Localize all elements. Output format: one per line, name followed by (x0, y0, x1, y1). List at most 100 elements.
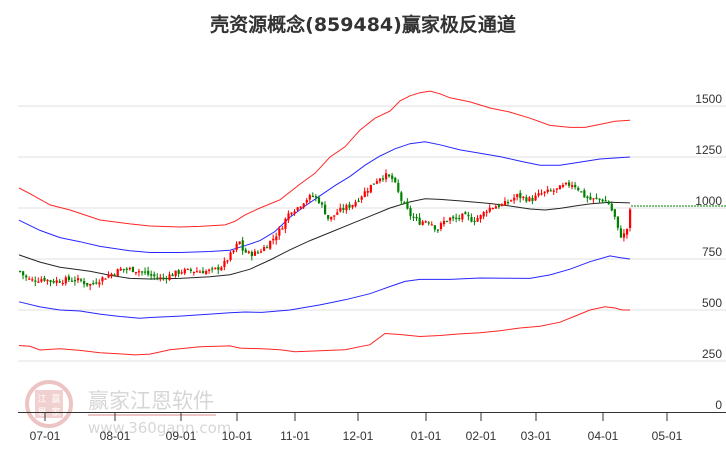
band-mid (18, 198, 631, 280)
band-outer_lower (18, 306, 630, 356)
candle-body (564, 182, 568, 185)
candle-body (629, 209, 632, 228)
candle-body (519, 192, 522, 199)
candle-body (52, 280, 55, 283)
y-tick-label: 1500 (695, 92, 722, 106)
candle-body (278, 228, 281, 236)
candle-body (317, 197, 321, 204)
candle-body (73, 280, 77, 282)
candle-body (625, 228, 629, 235)
seal-char: 江 (37, 394, 46, 405)
candle-body (409, 208, 412, 217)
watermark-brand: 赢家江恩软件 (88, 389, 214, 413)
candle-body (616, 216, 619, 228)
seal-char: 赢 (51, 393, 60, 405)
candle-body (400, 192, 403, 201)
candle-body (116, 269, 119, 277)
candle-body (250, 251, 253, 257)
candle-body (159, 277, 162, 279)
candle-body (299, 206, 302, 209)
candle-body (333, 215, 336, 217)
candle-body (162, 277, 165, 279)
candle-body (525, 197, 528, 202)
band-outer_upper (18, 90, 631, 228)
candle-body (464, 212, 467, 215)
band-inner_upper (18, 141, 631, 253)
candle-body (110, 273, 113, 277)
candle-body (195, 271, 199, 273)
candle-body (537, 193, 540, 196)
watermark-url: www.360gann.com (88, 419, 231, 437)
x-tick-label: 02-01 (466, 429, 497, 443)
candle-body (543, 191, 546, 194)
candle-body (232, 250, 235, 253)
candle-body (156, 277, 159, 279)
candle-body (342, 208, 345, 211)
chart-title: 壳资源概念(859484)赢家极反通道 (210, 14, 516, 36)
candle-body (418, 217, 421, 225)
candle-body (180, 272, 183, 274)
candle-body (76, 278, 80, 281)
candle-body (528, 197, 531, 202)
candle-body (430, 224, 433, 226)
candle-body (134, 271, 138, 274)
candle-body (55, 280, 58, 283)
candle-body (320, 202, 324, 205)
candle-body (589, 196, 592, 200)
candle-body (28, 278, 31, 280)
candle-body (198, 271, 202, 273)
candle-body (247, 251, 250, 253)
candle-body (95, 282, 98, 284)
candle-body (452, 216, 455, 219)
candle-body (153, 274, 156, 277)
candle-body (150, 274, 153, 276)
candle-body (476, 218, 479, 222)
candle-body (513, 197, 516, 201)
candle-body (324, 204, 327, 215)
candle-body (360, 196, 363, 200)
candle-body (223, 260, 226, 267)
candle-body (394, 177, 397, 183)
candle-body (311, 195, 314, 198)
candle-body (226, 260, 229, 262)
candle-body (619, 228, 623, 238)
candle-body (571, 185, 574, 188)
candle-body (363, 191, 366, 197)
candle-body (595, 197, 598, 199)
candle-body (375, 181, 379, 184)
y-tick-label: 500 (702, 296, 722, 310)
candle-body (339, 207, 342, 212)
candle-body (555, 188, 558, 190)
candle-body (186, 268, 189, 270)
candle-body (336, 212, 339, 215)
candle-body (540, 193, 543, 195)
candle-body (314, 196, 318, 198)
candle-body (446, 220, 449, 223)
candle-body (40, 279, 43, 282)
candle-body (351, 205, 354, 208)
x-tick-label: 12-01 (343, 429, 374, 443)
candle-body (613, 209, 616, 217)
candle-body (522, 196, 525, 199)
candle-body (235, 243, 238, 250)
candle-body (208, 269, 211, 271)
y-tick-label: 1000 (695, 194, 722, 208)
candle-body (113, 274, 116, 276)
candle-body (211, 268, 214, 270)
band-inner_lower (18, 255, 631, 319)
candle-body (442, 220, 446, 225)
candle-body (137, 271, 141, 273)
candle-body (275, 236, 278, 241)
candle-body (610, 203, 613, 211)
candle-body (287, 213, 290, 220)
candle-body (217, 267, 220, 270)
candle-body (101, 277, 104, 282)
candle-body (424, 221, 427, 223)
candle-body (296, 207, 299, 211)
candle-body (549, 190, 552, 192)
candle-body (92, 282, 95, 285)
candle-body (141, 271, 144, 273)
candle-body (507, 202, 510, 204)
candle-body (415, 216, 418, 219)
candle-body (128, 267, 131, 270)
